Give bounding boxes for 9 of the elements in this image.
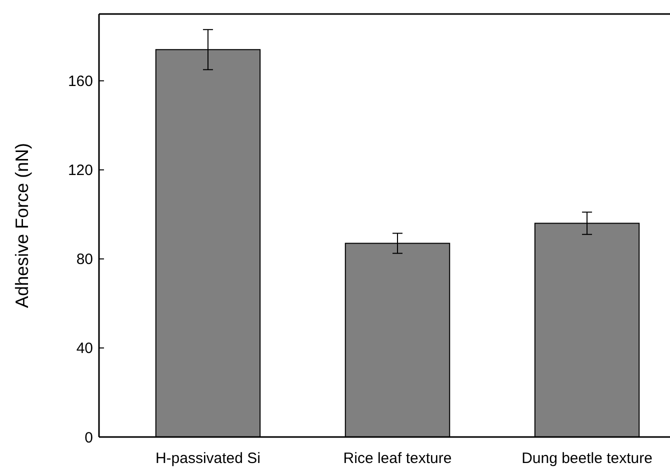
y-tick-label: 80 [76, 251, 93, 268]
y-axis-title: Adhesive Force (nN) [12, 142, 32, 308]
y-tick-label: 0 [84, 429, 93, 446]
x-tick-label: H-passivated Si [155, 450, 260, 467]
y-tick-label: 160 [68, 73, 93, 90]
x-tick-label: Dung beetle texture [522, 450, 652, 467]
y-tick-label: 120 [68, 162, 93, 180]
y-tick-label: 40 [76, 340, 93, 358]
x-tick-label: Rice leaf texture [343, 450, 452, 467]
